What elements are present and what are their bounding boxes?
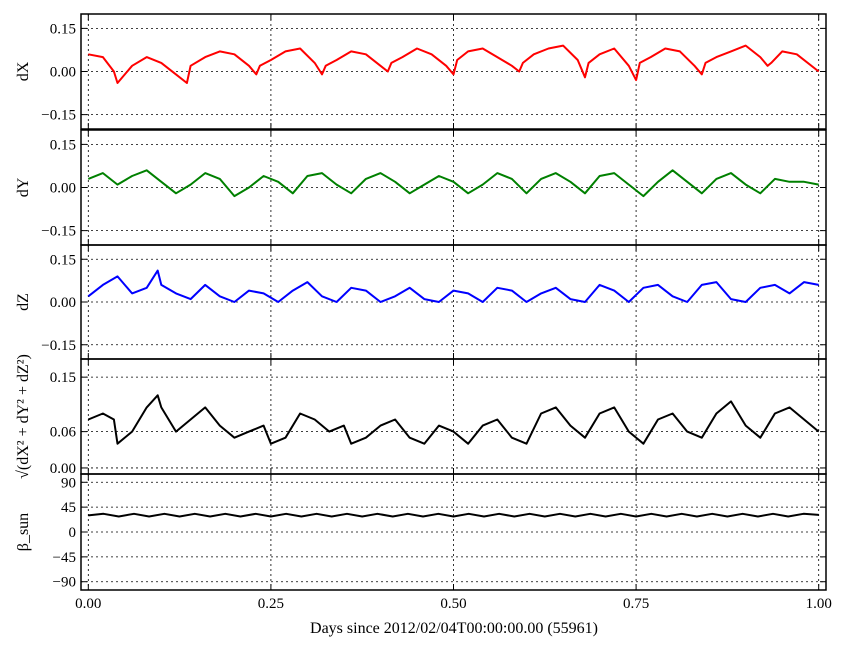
y-tick-label: −90	[53, 575, 76, 591]
x-tick-label: 1.00	[806, 596, 832, 612]
y-tick-label: 0.00	[50, 295, 76, 311]
y-axis-label: dZ	[15, 293, 32, 311]
y-tick-label: 0.00	[50, 65, 76, 81]
y-axis-label: β_sun	[15, 513, 32, 551]
y-axis-label: dX	[15, 61, 32, 81]
y-tick-label: 0.00	[50, 461, 76, 477]
y-axis-label: dY	[15, 177, 32, 197]
series-line	[87, 394, 820, 445]
series-line	[87, 269, 819, 303]
y-tick-label: 0.15	[50, 370, 76, 386]
y-tick-label: −45	[53, 550, 76, 566]
y-tick-label: 0.15	[50, 252, 76, 268]
y-tick-label: −0.15	[41, 108, 76, 124]
series-line	[88, 44, 820, 84]
y-tick-label: 0.00	[50, 181, 76, 197]
x-tick-label: 0.00	[75, 596, 101, 612]
panel-5: −90 −45 0 45 90 β_sun	[15, 473, 827, 591]
y-tick-label: 0.15	[50, 137, 76, 153]
series-line	[87, 169, 819, 198]
y-tick-label: 0.06	[50, 425, 77, 441]
x-tick-label: 0.50	[440, 596, 466, 612]
y-tick-label: −0.15	[41, 338, 76, 354]
panel-frame	[80, 13, 827, 130]
series-line	[88, 512, 819, 518]
y-tick-label: 0	[69, 525, 77, 541]
y-tick-label: −0.15	[41, 224, 76, 240]
panel-4: 0.00 0.06 0.15 √(dX² + dY² + dZ²)	[15, 354, 827, 479]
y-axis-label: √(dX² + dY² + dZ²)	[15, 354, 32, 479]
y-tick-label: 45	[61, 500, 76, 516]
x-axis-label: Days since 2012/02/04T00:00:00.00 (55961…	[310, 620, 598, 637]
x-tick-label: 0.25	[258, 596, 284, 612]
chart-panels: −0.150.000.15dX−0.150.000.15dY−0.150.000…	[15, 13, 832, 612]
panel-frame	[80, 473, 827, 591]
y-tick-label: 0.15	[50, 21, 76, 37]
panel-2: −0.15 0.00 0.15 dY	[15, 129, 827, 246]
y-tick-label: 90	[61, 475, 76, 491]
x-tick-label: 0.75	[623, 596, 649, 612]
panel-3: −0.15 0.00 0.15 dZ	[15, 244, 827, 360]
panel-1: −0.15 0.00 0.15 dX	[15, 13, 827, 130]
